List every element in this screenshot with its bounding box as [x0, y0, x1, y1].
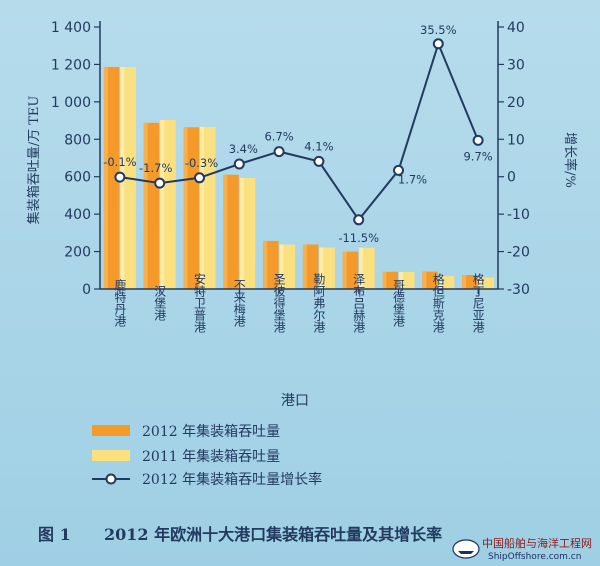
bar-2011-highlight	[319, 247, 324, 289]
bar-2012-highlight	[223, 174, 228, 289]
y-axis-label: 集装箱吞吐量/万 TEU	[26, 96, 42, 225]
category-label: 格丁尼亚港	[471, 272, 485, 333]
growth-data-label: -0.3%	[185, 156, 218, 170]
bar-2012-highlight	[103, 66, 108, 290]
bar-2011-highlight	[160, 120, 165, 289]
growth-data-label: 3.4%	[229, 142, 258, 156]
growth-data-label: 35.5%	[420, 23, 457, 37]
watermark-site: 中国船舶与海洋工程网	[482, 536, 592, 550]
y-tick-label: 1 000	[51, 95, 91, 111]
y2-axis-label: 增长率/%	[562, 132, 578, 188]
legend-label-2012: 2012 年集装箱吞吐量	[142, 423, 280, 440]
growth-data-label: 9.7%	[463, 149, 492, 163]
watermark-url: ShipOffshore.com.cn	[488, 552, 581, 562]
y2-tick-label: 30	[507, 57, 525, 73]
growth-data-label: -1.7%	[139, 161, 172, 175]
y-tick-label: 600	[64, 170, 91, 186]
y-tick-label: 800	[64, 132, 91, 148]
growth-marker	[313, 155, 325, 167]
growth-data-label: 1.7%	[398, 172, 427, 186]
category-label: 鹿特丹港	[113, 278, 127, 327]
category-label: 勒阿弗尔港	[312, 273, 326, 333]
y2-tick-label: -30	[507, 282, 530, 298]
y2-tick-label: -20	[507, 245, 530, 261]
x-axis-label: 港口	[281, 393, 309, 409]
bar-2011-highlight	[399, 272, 403, 289]
bar-2012-highlight	[342, 251, 347, 289]
category-label: 不来梅港	[232, 279, 246, 327]
bar-2011-highlight	[239, 178, 244, 289]
y2-tick-label: 10	[507, 132, 525, 148]
figure-title: 2012 年欧洲十大港口集装箱吞吐量及其增长率	[104, 525, 442, 544]
growth-data-label: 6.7%	[264, 130, 293, 144]
legend-swatch-2012	[92, 425, 130, 436]
category-label: 圣彼得堡港	[272, 273, 286, 333]
growth-marker	[194, 172, 205, 184]
bar-2012-highlight	[183, 127, 188, 289]
growth-marker	[114, 171, 126, 183]
bar-2012-highlight	[302, 244, 307, 289]
growth-marker	[432, 38, 444, 50]
growth-marker	[233, 158, 245, 170]
legend-swatch-2011	[92, 450, 130, 461]
growth-data-label: -11.5%	[338, 231, 379, 245]
growth-marker	[393, 164, 404, 176]
watermark-ship-icon	[458, 551, 474, 554]
growth-marker	[472, 134, 484, 146]
legend-marker-growth	[105, 473, 117, 485]
growth-marker	[154, 177, 166, 189]
watermark: 中国船舶与海洋工程网 ShipOffshore.com.cn	[452, 536, 592, 562]
bar-2011-highlight	[359, 247, 364, 289]
category-label: 泽布吕赫港	[352, 273, 366, 333]
growth-marker	[273, 146, 285, 158]
y-tick-label: 400	[64, 207, 91, 223]
category-label: 汉堡港	[153, 285, 167, 321]
y2-tick-label: 40	[507, 20, 525, 36]
bar-2011	[478, 277, 495, 289]
watermark-logo	[452, 539, 480, 559]
bar-2011-highlight	[279, 244, 284, 289]
bar-2011-highlight	[200, 126, 204, 290]
bar-2012-highlight	[382, 271, 387, 289]
growth-data-label: 4.1%	[304, 139, 333, 153]
legend-label-growth: 2012 年集装箱吞吐量增长率	[142, 471, 322, 488]
growth-line	[119, 40, 480, 222]
y-tick-label: 1 200	[51, 57, 91, 73]
bar-2012-highlight	[422, 271, 427, 289]
bar-2012-highlight	[263, 240, 268, 289]
y-tick-label: 1 400	[51, 20, 91, 36]
y-tick-label: 200	[64, 245, 91, 261]
growth-marker	[353, 214, 365, 226]
legend: 2012 年集装箱吞吐量 2011 年集装箱吞吐量 2012 年集装箱吞吐量增长…	[92, 423, 322, 488]
category-label: 哥德堡港	[392, 279, 406, 327]
legend-label-2011: 2011 年集装箱吞吐量	[142, 448, 280, 465]
figure-number: 图 1	[38, 525, 71, 544]
y2-tick-label: -10	[507, 207, 530, 223]
growth-data-label: -0.1%	[103, 155, 136, 169]
y2-tick-label: 0	[507, 170, 516, 186]
y2-tick-label: 20	[507, 95, 525, 111]
bar-2012-highlight	[462, 275, 467, 289]
bar-2011-highlight	[478, 277, 483, 289]
category-label: 格但斯克港	[431, 272, 445, 333]
y-tick-label: 0	[82, 282, 91, 298]
category-label: 安特卫普港	[193, 272, 207, 333]
bar-2011-highlight	[438, 276, 443, 289]
bar-2012-highlight	[143, 122, 148, 289]
